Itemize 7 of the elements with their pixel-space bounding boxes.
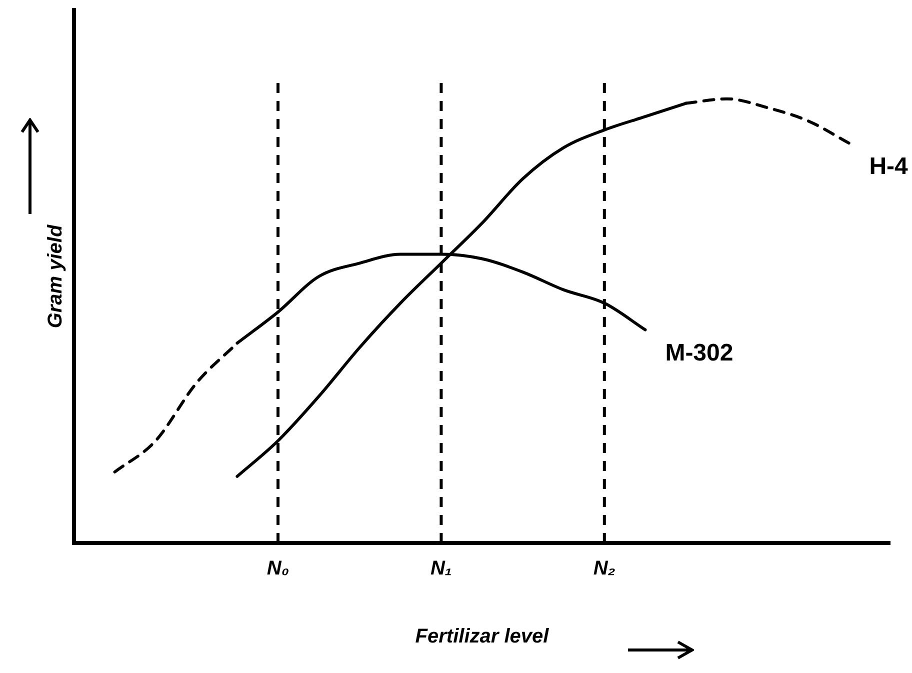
y-axis-title: Gram yield	[44, 224, 67, 328]
x-tick-label: N₁	[430, 558, 452, 580]
x-axis-title: Fertilizar level	[415, 626, 550, 648]
x-tick-label: N₀	[266, 558, 290, 580]
x-tick-label: N₂	[593, 558, 616, 580]
text: H-4	[869, 152, 909, 180]
series-label: M-302	[665, 339, 734, 366]
